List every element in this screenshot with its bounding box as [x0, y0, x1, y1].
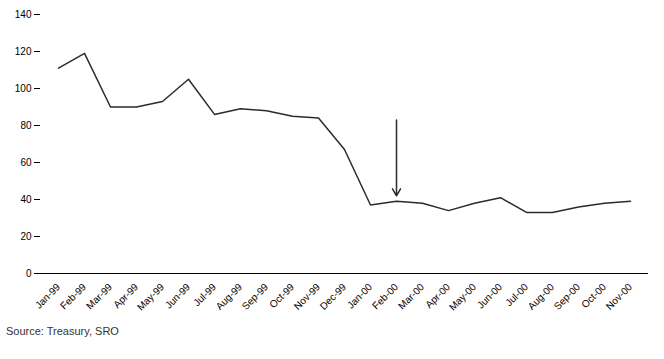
svg-text:Nov-99: Nov-99 [292, 281, 323, 312]
svg-text:May-99: May-99 [135, 281, 167, 313]
svg-text:60: 60 [20, 157, 32, 168]
svg-text:Oct-99: Oct-99 [267, 281, 297, 311]
svg-text:May-00: May-00 [447, 281, 479, 313]
svg-text:Sep-99: Sep-99 [240, 281, 271, 312]
svg-text:Aug-00: Aug-00 [526, 281, 557, 312]
svg-text:Jun-99: Jun-99 [163, 281, 193, 311]
svg-text:Jun-00: Jun-00 [475, 281, 505, 311]
svg-text:Jul-00: Jul-00 [503, 281, 531, 309]
svg-text:120: 120 [15, 46, 32, 57]
svg-text:Nov-00: Nov-00 [604, 281, 635, 312]
svg-text:0: 0 [26, 268, 32, 279]
svg-text:Dec-99: Dec-99 [318, 281, 349, 312]
svg-text:40: 40 [20, 194, 32, 205]
html-text:Source: Treasury, SRO: Source: Treasury, SRO [6, 325, 119, 337]
svg-text:Jul-99: Jul-99 [191, 281, 219, 309]
svg-text:Apr-99: Apr-99 [111, 281, 141, 311]
svg-text:140: 140 [15, 9, 32, 20]
svg-text:Sep-00: Sep-00 [552, 281, 583, 312]
svg-text:20: 20 [20, 231, 32, 242]
svg-text:Aug-99: Aug-99 [214, 281, 245, 312]
svg-text:Apr-00: Apr-00 [423, 281, 453, 311]
svg-text:100: 100 [15, 83, 32, 94]
svg-text:Mar-00: Mar-00 [396, 281, 426, 311]
svg-text:80: 80 [20, 120, 32, 131]
svg-text:Jan-99: Jan-99 [33, 281, 63, 311]
svg-text:Mar-99: Mar-99 [84, 281, 114, 311]
svg-text:Feb-99: Feb-99 [58, 281, 88, 311]
svg-text:Feb-00: Feb-00 [370, 281, 400, 311]
svg-text:Jan-00: Jan-00 [345, 281, 375, 311]
svg-text:Oct-00: Oct-00 [579, 281, 609, 311]
